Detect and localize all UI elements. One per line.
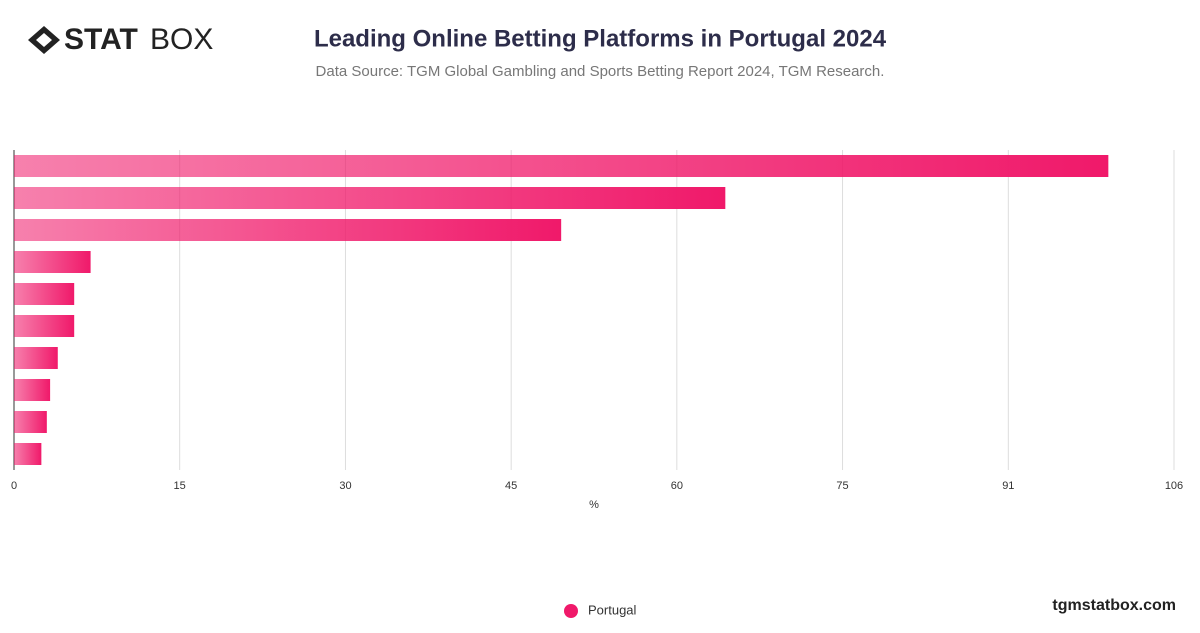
bar xyxy=(14,411,47,433)
x-tick-label: 0 xyxy=(11,480,17,492)
bar xyxy=(14,347,58,369)
x-tick-label: 106 xyxy=(1165,480,1183,492)
bar xyxy=(14,219,562,241)
logo-light: BOX xyxy=(150,23,213,56)
logo: STAT BOX xyxy=(28,23,213,56)
legend-label: Portugal xyxy=(588,602,637,617)
bar xyxy=(14,251,91,273)
logo-icon xyxy=(28,26,60,54)
chart-title: Leading Online Betting Platforms in Port… xyxy=(314,25,887,52)
logo-bold: STAT xyxy=(64,23,138,56)
bar xyxy=(14,443,42,465)
bar xyxy=(14,315,75,337)
chart-subtitle: Data Source: TGM Global Gambling and Spo… xyxy=(316,63,885,80)
bar xyxy=(14,187,726,209)
x-tick-label: 60 xyxy=(671,480,683,492)
bar xyxy=(14,283,75,305)
x-tick-label: 45 xyxy=(505,480,517,492)
legend-swatch xyxy=(564,604,578,618)
bar xyxy=(14,155,1109,177)
x-tick-label: 30 xyxy=(339,480,351,492)
x-axis-label: % xyxy=(589,499,599,511)
x-tick-label: 75 xyxy=(836,480,848,492)
x-tick-label: 15 xyxy=(174,480,186,492)
site-url: tgmstatbox.com xyxy=(1052,597,1176,614)
bar xyxy=(14,379,51,401)
x-tick-label: 91 xyxy=(1002,480,1014,492)
